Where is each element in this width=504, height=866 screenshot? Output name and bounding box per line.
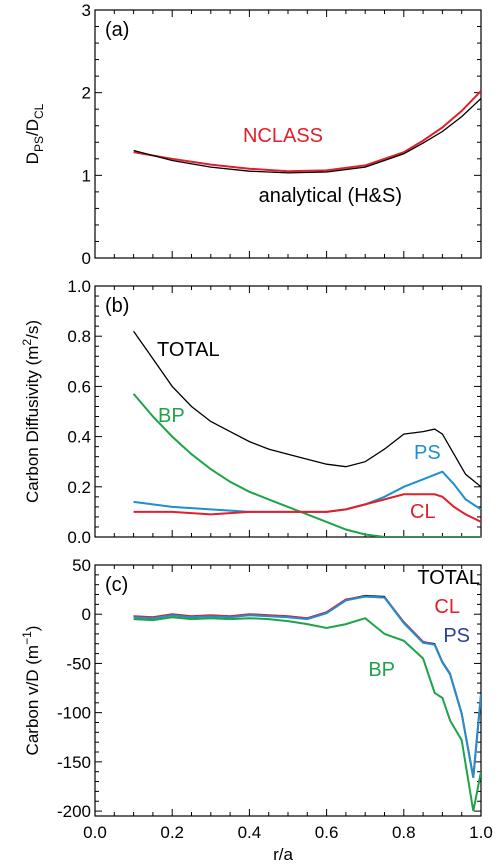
annotation-analytical-h-s-: analytical (H&S): [259, 185, 402, 207]
annotation-total: TOTAL: [417, 567, 480, 589]
x-tick-label: 0.6: [315, 823, 339, 842]
panel-label: (b): [105, 295, 129, 317]
y-tick-label: 1: [82, 166, 91, 185]
y-axis-label: Carbon Diffusivity (m2/s): [20, 320, 42, 503]
panel-label: (c): [105, 574, 128, 596]
annotation-cl: CL: [410, 501, 436, 523]
y-axis-label: Carbon v/D (m−1): [20, 626, 42, 756]
y-tick-label: 1.0: [67, 277, 91, 296]
annotation-total: TOTAL: [157, 339, 220, 361]
y-tick-label: 0: [82, 605, 91, 624]
x-tick-label: 0.2: [160, 823, 184, 842]
annotation-bp: BP: [158, 405, 185, 427]
annotation-ps: PS: [414, 442, 441, 464]
y-tick-label: 0.0: [67, 528, 91, 547]
x-tick-label: 0.0: [83, 823, 107, 842]
y-tick-label: 0.2: [67, 478, 91, 497]
y-tick-label: 2: [82, 84, 91, 103]
y-tick-label: -150: [57, 753, 91, 772]
plot-frame: [95, 286, 481, 537]
y-tick-label: -100: [57, 704, 91, 723]
y-tick-label: -50: [66, 654, 91, 673]
annotation-ps: PS: [443, 625, 470, 647]
plot-frame: [95, 565, 481, 816]
x-tick-label: 0.4: [238, 823, 262, 842]
y-tick-label: 0.6: [67, 377, 91, 396]
panel-a: 0 1 2 3 (a) DPS/DCL NCLASS analytical (H&S): [23, 1, 481, 268]
annotation-bp: BP: [368, 659, 395, 681]
y-tick-label: -200: [57, 802, 91, 821]
series-line-total: [134, 596, 481, 777]
panel-label: (a): [105, 19, 129, 41]
y-tick-label: 50: [72, 556, 91, 575]
x-tick-label: 1.0: [469, 823, 493, 842]
annotation-nclass: NCLASS: [243, 125, 323, 147]
annotation-cl: CL: [434, 596, 460, 618]
panel-b: 0.0 0.2 0.4 0.6 0.8 1.0 (b) Carbon Diffusivity …: [20, 277, 481, 547]
y-tick-label: 0.8: [67, 327, 91, 346]
y-tick-label: 0.4: [67, 428, 91, 447]
x-axis-label: r/a: [273, 845, 293, 864]
x-tick-label: 0.8: [392, 823, 416, 842]
y-tick-label: 0: [82, 249, 91, 268]
y-tick-label: 3: [82, 1, 91, 20]
panel-c: -200 -150 -100 -50 0 50 0.0 0.2 0.4 0.6 0.8 1.0 r/a (…: [20, 556, 493, 864]
y-axis-label: DPS/DCL: [23, 103, 46, 164]
series-line-bp: [134, 617, 481, 811]
